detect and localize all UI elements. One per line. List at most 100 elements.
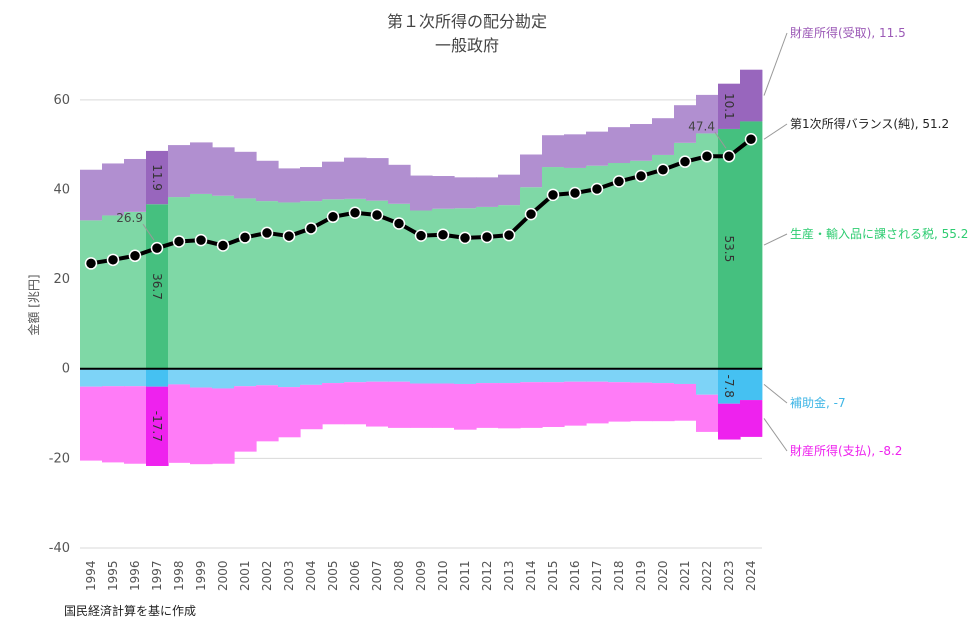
x-tick-label: 2019 [634,560,648,591]
area-property-paid-2018 [608,382,631,422]
area-subsidy-2002 [256,368,279,386]
x-tick-label: 2024 [744,560,758,591]
balance-point-2008 [392,217,406,230]
x-tick-label: 2006 [348,560,362,591]
balance-point-2002 [260,226,274,240]
area-property-paid-2005 [322,383,345,425]
area-property-received-2001 [234,151,257,199]
area-subsidy-2009 [410,368,433,384]
area-subsidy-2010 [432,368,455,384]
area-property-paid-1994 [80,386,103,461]
area-property-paid-2016 [564,381,587,426]
area-property-received-2008 [388,164,411,204]
area-property-received-2005 [322,161,345,200]
area-tax-2005 [322,199,345,369]
y-tick-label: -40 [49,541,70,556]
x-tick-label: 1998 [172,560,186,591]
area-subsidy-2007 [366,368,389,382]
area-subsidy-2003 [278,368,301,388]
series-label-leader [763,32,788,96]
area-property-paid-2023 [718,403,741,440]
chart-subtitle: 一般政府 [435,36,499,55]
area-property-received-2022 [696,94,719,134]
area-property-received-1994 [80,169,103,221]
balance-point-2024 [744,133,758,146]
x-tick-label: 2020 [656,560,670,591]
area-tax-2015 [542,167,565,369]
area-property-received-1997 [146,150,169,205]
balance-point-1997 [150,241,164,255]
area-subsidy-2005 [322,368,345,384]
y-tick-label: 0 [62,362,70,377]
balance-point-2014 [524,207,538,221]
balance-point-1996 [128,249,142,263]
x-tick-label: 2008 [392,560,406,591]
point-label-leader [142,223,155,241]
area-tax-2003 [278,202,301,369]
area-subsidy-2001 [234,368,257,387]
balance-point-2023 [722,150,736,163]
series-label: 補助金, -7 [790,395,846,410]
balance-point-1995 [106,253,120,267]
x-tick-label: 1996 [128,560,142,591]
area-tax-2006 [344,198,367,369]
x-axis: 1994 1995 1996 1997 1998 1999 2000 2001 2002 2003… [84,560,758,591]
bar-label-1997: 11.9 [150,164,164,191]
stacked-areas [80,69,763,466]
y-axis: -40 -20 0 20 40 60 [49,93,70,556]
y-axis-label: 金額 [兆円] [26,274,41,335]
bar-label-2023: 53.5 [722,235,736,262]
area-subsidy-1995 [102,368,125,387]
area-subsidy-2018 [608,368,631,383]
x-tick-label: 2004 [304,560,318,591]
area-subsidy-2016 [564,368,587,382]
y-tick-label: 40 [53,182,70,197]
area-tax-2014 [520,187,543,369]
area-property-received-2004 [300,167,323,202]
area-tax-2008 [388,203,411,369]
area-subsidy-2021 [674,368,697,384]
area-tax-2007 [366,200,389,369]
area-subsidy-last [740,368,762,401]
series-label: 生産・輸入品に課される税, 55.2 [790,226,968,241]
area-tax-2009 [410,210,433,369]
area-property-paid-1998 [168,384,191,463]
area-property-received-1995 [102,163,125,216]
area-tax-2017 [586,165,609,369]
area-tax-2022 [696,133,719,369]
y-tick-label: -20 [49,451,70,466]
area-property-paid-1995 [102,386,125,463]
area-property-received-2009 [410,175,433,211]
area-property-received-2000 [212,147,235,196]
x-tick-label: 2016 [568,560,582,591]
area-tax-2020 [652,154,675,369]
x-tick-label: 2002 [260,560,274,591]
x-tick-label: 2023 [722,560,736,591]
balance-point-1994 [84,257,98,270]
balance-point-2017 [590,182,604,196]
balance-line-series [84,133,758,270]
area-property-received-2013 [498,174,521,206]
point-label-leader [714,132,727,149]
balance-point-2006 [348,206,362,220]
balance-point-2020 [656,163,670,176]
balance-point-2000 [216,239,230,252]
area-tax-2013 [498,205,521,369]
area-property-paid-2010 [432,383,455,428]
area-property-paid-2012 [476,383,499,428]
balance-point-2009 [414,229,428,242]
area-property-received-2007 [366,158,389,201]
bar-label-1997: -17.7 [150,411,164,442]
area-subsidy-1997 [146,368,169,387]
area-property-received-2012 [476,177,499,207]
area-property-paid-2000 [212,388,235,464]
area-property-received-2019 [630,124,653,161]
series-labels: 財産所得(受取), 11.5 第1次所得バランス(純), 51.2 生産・輸入品に課… [763,25,968,458]
balance-point-2016 [568,186,582,200]
area-subsidy-2004 [300,368,323,385]
area-tax-2000 [212,195,235,369]
area-property-paid-1996 [124,386,147,464]
x-tick-label: 1995 [106,560,120,591]
